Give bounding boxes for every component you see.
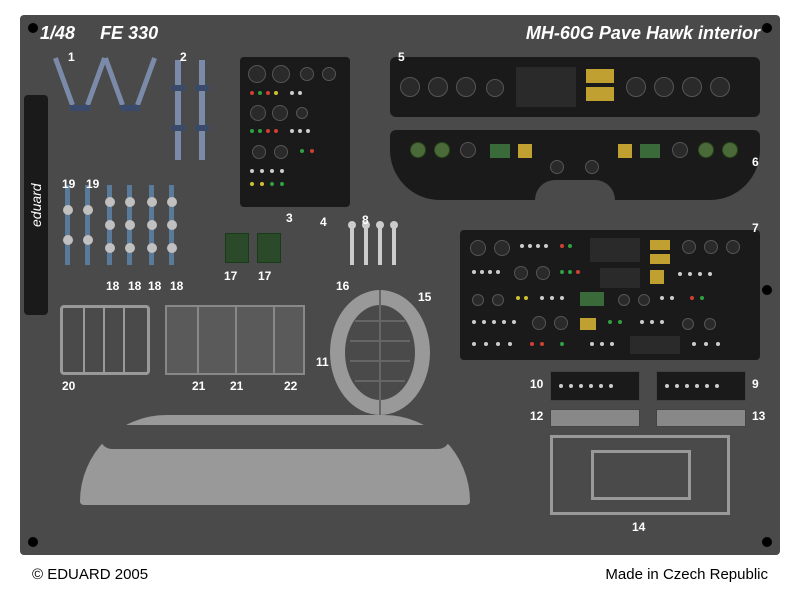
part-instrument-panel-upper [390, 57, 760, 117]
part-num-12: 12 [530, 409, 543, 423]
belt-18b [164, 185, 180, 275]
part-instrument-panel-lower [390, 130, 760, 200]
part-num-18bb: 18 [128, 279, 141, 293]
belt-2b [192, 55, 212, 165]
part-center-console [240, 57, 350, 207]
part-oval [325, 290, 435, 420]
part-num-10: 10 [530, 377, 543, 391]
part-num-5: 5 [398, 50, 405, 64]
part-num-13: 13 [752, 409, 765, 423]
pe-sheet: 1/48 FE 330 MH-60G Pave Hawk interior ed… [20, 15, 780, 555]
part-num-4: 4 [320, 215, 327, 229]
sprue-hole-br [762, 537, 772, 547]
part-bracket-20 [60, 305, 150, 375]
part-num-11: 11 [316, 355, 329, 369]
belt-18ba [102, 185, 118, 275]
part-num-17a: 17 [224, 269, 237, 283]
part-num-6: 6 [752, 155, 759, 169]
part-num-7: 7 [752, 221, 759, 235]
part-num-8: 8 [362, 213, 369, 227]
part-num-21b: 21 [230, 379, 243, 393]
part-num-19b: 19 [86, 177, 99, 191]
belt-19b [80, 185, 96, 275]
sprue-hole-mr [762, 285, 772, 295]
part-num-17b: 17 [258, 269, 271, 283]
part-flat-panel-21 [165, 305, 305, 375]
code-text: FE 330 [100, 23, 158, 43]
part-num-14: 14 [632, 520, 645, 534]
belt-19a [60, 185, 76, 275]
part-num-20: 20 [62, 379, 75, 393]
scale-code: 1/48 FE 330 [40, 23, 158, 44]
part-num-18a: 18 [148, 279, 161, 293]
sprue-hole-bl [28, 537, 38, 547]
part-lower-belts [60, 185, 210, 285]
scale-text: 1/48 [40, 23, 75, 43]
part-num-19a: 19 [62, 177, 75, 191]
part-rect-13 [656, 409, 746, 427]
sheet-header: 1/48 FE 330 MH-60G Pave Hawk interior [20, 23, 780, 44]
belt-18bb [122, 185, 138, 275]
part-overhead-panel [460, 230, 760, 360]
copyright-text: © EDUARD 2005 [32, 566, 148, 583]
footer: © EDUARD 2005 Made in Czech Republic [20, 564, 780, 585]
part-seat-belts-y [60, 55, 210, 175]
part-num-16: 16 [336, 279, 349, 293]
part-num-22: 22 [284, 379, 297, 393]
belt-2a [168, 55, 188, 165]
part-bracket-14 [550, 435, 730, 515]
part-num-18ba: 18 [106, 279, 119, 293]
part-num-9: 9 [752, 377, 759, 391]
belt-18a [144, 185, 160, 275]
part-num-18b: 18 [170, 279, 183, 293]
part-rect-9 [656, 371, 746, 401]
origin-text: Made in Czech Republic [605, 566, 768, 583]
part-num-21a: 21 [192, 379, 205, 393]
product-frame: 1/48 FE 330 MH-60G Pave Hawk interior ed… [20, 15, 780, 585]
part-rect-10 [550, 371, 640, 401]
part-num-3: 3 [286, 211, 293, 225]
part-rect-12 [550, 409, 640, 427]
brand-logo: eduard [24, 95, 48, 315]
part-num-1: 1 [68, 50, 75, 64]
part-num-15: 15 [418, 290, 431, 304]
product-title: MH-60G Pave Hawk interior [526, 23, 760, 44]
part-num-2: 2 [180, 50, 187, 64]
part-bottom-curve [80, 415, 470, 505]
